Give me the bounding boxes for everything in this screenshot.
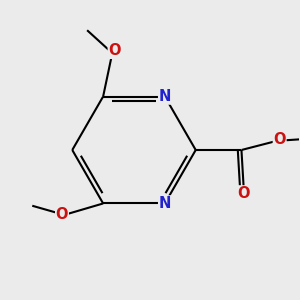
Text: O: O xyxy=(273,132,286,147)
Text: O: O xyxy=(108,43,121,58)
Text: N: N xyxy=(159,89,171,104)
Text: N: N xyxy=(159,196,171,211)
Text: O: O xyxy=(56,207,68,222)
Text: O: O xyxy=(238,186,250,201)
